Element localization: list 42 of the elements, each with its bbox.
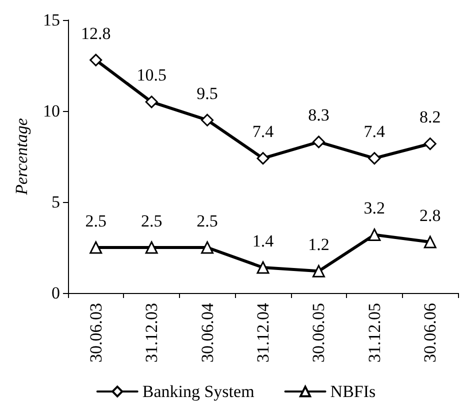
data-label: 1.2 bbox=[308, 234, 330, 254]
legend-label: Banking System bbox=[142, 382, 254, 401]
data-label: 7.4 bbox=[252, 122, 274, 142]
data-label: 3.2 bbox=[364, 198, 386, 218]
y-tick-label: 10 bbox=[43, 102, 60, 120]
point bbox=[368, 152, 381, 165]
point bbox=[256, 152, 270, 165]
x-tick-label: 30.06.05 bbox=[309, 303, 328, 362]
data-label: 2.5 bbox=[196, 211, 218, 230]
point bbox=[201, 241, 214, 254]
y-tick-label: 15 bbox=[43, 10, 60, 30]
point bbox=[201, 114, 214, 126]
x-tick-label: 31.12.03 bbox=[142, 303, 162, 362]
point bbox=[145, 241, 158, 254]
data-label: 1.4 bbox=[252, 231, 274, 250]
data-label: 12.8 bbox=[80, 24, 111, 43]
point bbox=[312, 136, 325, 148]
data-label: 2.8 bbox=[420, 206, 441, 225]
point bbox=[90, 241, 102, 254]
x-tick-label: 30.06.06 bbox=[420, 303, 440, 362]
data-label: 2.5 bbox=[140, 211, 162, 230]
data-label: 10.5 bbox=[136, 66, 166, 85]
point bbox=[312, 264, 325, 278]
data-label: 8.3 bbox=[308, 106, 330, 125]
y-axis-title: Percentage bbox=[12, 118, 31, 196]
point bbox=[424, 236, 436, 248]
x-tick-label: 31.12.04 bbox=[254, 302, 272, 362]
data-label: 2.5 bbox=[85, 211, 106, 230]
point bbox=[145, 96, 158, 108]
y-tick-label: 5 bbox=[52, 192, 60, 212]
x-tick-label: 30.06.04 bbox=[198, 302, 217, 362]
data-label: 7.4 bbox=[364, 122, 386, 142]
x-tick-label: 30.06.03 bbox=[86, 303, 106, 362]
data-label: 8.2 bbox=[420, 108, 441, 127]
x-tick-label: 31.12.05 bbox=[364, 303, 384, 362]
point bbox=[368, 228, 381, 242]
point bbox=[90, 54, 102, 66]
data-label: 9.5 bbox=[196, 84, 218, 103]
point bbox=[424, 138, 436, 150]
y-tick-label: 0 bbox=[52, 284, 60, 302]
legend-label: NBFIs bbox=[330, 382, 376, 401]
point bbox=[256, 261, 270, 274]
